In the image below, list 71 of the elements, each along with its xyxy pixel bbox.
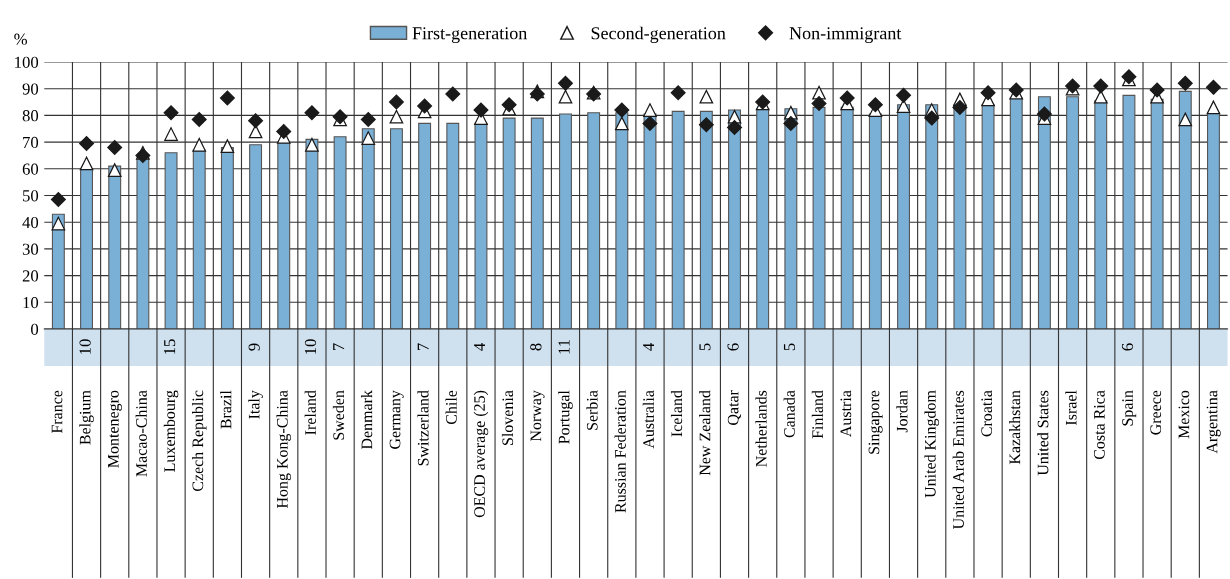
x-tick-label: Costa Rica [1094,390,1105,460]
y-tick-label: 50 [23,190,39,202]
x-tick-label: Portugal [558,390,573,444]
x-tick-label: Mexico [1178,390,1190,439]
x-tick-label: Italy [248,390,263,419]
y-tick-label: 70 [23,136,39,149]
x-tick-label: United States [1037,390,1049,476]
x-tick-label: Sweden [332,390,345,440]
text: 10 [79,339,91,354]
x-tick-label: Qatar [727,390,741,425]
x-tick-label: Norway [530,390,545,442]
x-tick-label: Netherlands [755,390,767,467]
text: 9 [248,343,260,351]
x-tick-label: United Kingdom [924,390,939,498]
x-tick-label: Serbia [586,390,598,430]
x-tick-label: Australia [642,390,654,449]
text: 10 [304,339,317,354]
x-tick-label: Chile [445,390,457,425]
text: 11 [558,339,570,354]
x-tick-label: Montenegro [108,390,122,468]
x-tick-label: Luxembourg [163,390,179,472]
y-tick-label: 40 [22,216,39,229]
x-tick-label: Belgium [79,390,94,445]
x-tick-label: Israel [1065,390,1077,426]
x-tick-label: Jordan [896,390,908,433]
text: 4 [474,343,485,351]
x-tick-label: Finland [811,390,824,439]
text: 5 [783,343,796,351]
x-tick-label: Croatia [981,390,993,437]
y-tick-label: 80 [22,110,39,122]
text: 5 [699,343,711,351]
y-tick-label: 0 [31,323,39,335]
x-tick-label: Kazakhstan [1009,390,1021,465]
x-tick-label: Iceland [670,390,683,437]
x-tick-label: Argentina [1206,390,1221,454]
x-tick-label: France [51,390,63,434]
x-tick-label: Denmark [361,390,373,450]
x-tick-label: Brazil [220,390,232,429]
text: 4 [643,343,654,351]
y-tick-label: 60 [22,163,39,175]
x-tick-label: Canada [783,390,795,438]
y-tick-label: 90 [22,83,39,95]
text: 7 [333,343,345,351]
x-tick-label: Spain [1122,390,1137,426]
y-tick-label: 100 [15,56,39,68]
text: 6 [727,343,739,351]
legend-label: Non-immigrant [789,27,902,44]
x-tick-label: Greece [1150,390,1162,435]
y-axis-title: % [14,33,27,45]
x-tick-label: Russian Federation [614,390,626,513]
x-tick-label: Singapore [868,390,883,454]
text: 6 [1121,343,1134,351]
x-tick-label: Macao-China [135,390,147,477]
x-tick-label: Ireland [304,390,316,435]
x-tick-label: Germany [389,390,404,449]
text: 15 [164,339,176,354]
legend-label: First-generation [412,27,528,44]
text: 8 [530,343,542,351]
x-tick-label: OECD average (25) [473,390,489,518]
y-tick-label: 20 [22,270,39,282]
x-tick-label: Czech Republic [191,390,207,492]
x-tick-label: Hong Kong-China [276,390,292,509]
x-tick-label: New Zealand [699,390,711,476]
x-tick-label: Slovenia [501,390,514,445]
y-tick-label: 10 [23,297,39,309]
x-tick-label: United Arab Emirates [952,390,964,530]
x-tick-label: Switzerland [417,390,429,466]
x-tick-label: Austria [840,390,852,437]
text: 7 [417,343,429,351]
legend-label: Second-generation [591,26,726,44]
y-tick-label: 30 [22,243,39,255]
